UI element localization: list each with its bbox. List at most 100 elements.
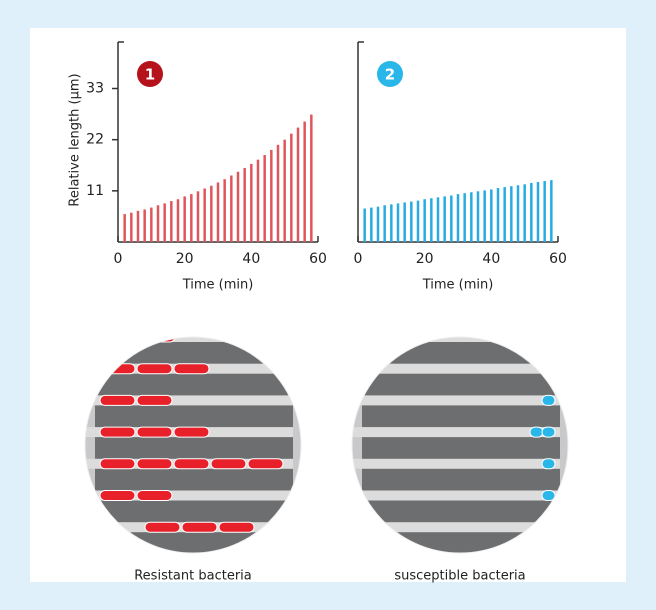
- x-tick-label: 0: [114, 251, 123, 267]
- caption: susceptible bacteria: [394, 569, 525, 584]
- bar: [130, 213, 133, 242]
- bar: [157, 205, 160, 242]
- bar: [490, 189, 493, 242]
- channel: [350, 491, 560, 501]
- bacterium: [219, 522, 254, 532]
- bar: [150, 208, 153, 242]
- bar: [210, 186, 213, 242]
- x-tick-label: 20: [416, 251, 434, 267]
- bar: [363, 209, 366, 242]
- bacterium: [100, 395, 135, 405]
- bar: [537, 182, 540, 242]
- bar: [203, 189, 206, 242]
- bar: [143, 209, 146, 242]
- bacterium: [137, 395, 172, 405]
- bar: [497, 188, 500, 242]
- bar: [550, 180, 553, 242]
- bar: [277, 145, 280, 242]
- bar: [243, 168, 246, 242]
- bar: [290, 134, 293, 242]
- bar: [470, 192, 473, 242]
- bar: [223, 179, 226, 242]
- bar: [250, 164, 253, 242]
- bar: [503, 187, 506, 242]
- bacterium: [137, 427, 172, 437]
- bar: [297, 128, 300, 242]
- bar: [457, 194, 460, 242]
- bar: [450, 195, 453, 242]
- bar: [510, 186, 513, 242]
- y-tick-label: 22: [86, 132, 104, 148]
- bacterium: [100, 459, 135, 469]
- bar: [430, 198, 433, 242]
- x-tick-label: 60: [309, 251, 327, 267]
- bacterium: [182, 522, 217, 532]
- channel: [350, 459, 560, 469]
- bar: [217, 182, 220, 242]
- bar: [263, 155, 266, 242]
- bacterium: [174, 459, 209, 469]
- bacterium: [542, 427, 555, 437]
- x-tick-label: 40: [482, 251, 500, 267]
- badge-label: 2: [385, 66, 395, 84]
- bacterium: [174, 364, 209, 374]
- bar: [543, 181, 546, 242]
- y-tick-label: 33: [86, 81, 104, 97]
- bacterium: [174, 427, 209, 437]
- bacterium: [542, 395, 555, 405]
- y-tick-label: 11: [86, 183, 104, 199]
- bar: [437, 197, 440, 242]
- bar: [123, 214, 126, 242]
- caption: Resistant bacteria: [134, 569, 252, 584]
- bar: [310, 115, 313, 242]
- bacterium: [542, 459, 555, 469]
- bar: [257, 160, 260, 242]
- bar: [410, 202, 413, 242]
- bacterium: [137, 364, 172, 374]
- y-axis-label: Relative length (µm): [68, 73, 83, 206]
- bacterium: [137, 491, 172, 501]
- bar: [390, 204, 393, 242]
- bar: [137, 211, 140, 242]
- bar: [270, 150, 273, 242]
- bar: [483, 190, 486, 242]
- bacterium: [248, 459, 283, 469]
- bar: [403, 202, 406, 242]
- bar: [417, 201, 420, 242]
- bar: [303, 122, 306, 242]
- bar: [423, 199, 426, 242]
- x-tick-label: 20: [176, 251, 194, 267]
- bar: [170, 201, 173, 242]
- channel: [350, 427, 560, 437]
- bar: [397, 203, 400, 242]
- bar: [517, 185, 520, 242]
- bar: [183, 196, 186, 242]
- x-axis-label: Time (min): [422, 278, 494, 293]
- bar: [197, 191, 200, 242]
- bacterium: [211, 459, 246, 469]
- bar: [230, 175, 233, 242]
- bar: [190, 194, 193, 242]
- bacterium: [137, 459, 172, 469]
- bacterium: [145, 522, 180, 532]
- bacterium: [530, 427, 543, 437]
- x-tick-label: 60: [549, 251, 567, 267]
- bar: [377, 207, 380, 242]
- channel: [350, 395, 560, 405]
- bar: [477, 191, 480, 242]
- bar: [177, 199, 180, 242]
- bar: [283, 140, 286, 242]
- x-tick-label: 0: [354, 251, 363, 267]
- bar: [383, 205, 386, 242]
- bar: [370, 208, 373, 242]
- badge-label: 1: [145, 66, 155, 84]
- bacterium: [100, 491, 135, 501]
- bar: [530, 183, 533, 242]
- bar: [463, 193, 466, 242]
- page: {"chart_data": [ {"type": "bar", "badge"…: [0, 0, 656, 610]
- bar: [443, 196, 446, 242]
- bar: [163, 203, 166, 242]
- bacterium: [100, 427, 135, 437]
- x-axis-label: Time (min): [182, 278, 254, 293]
- figure: 1122330204060Time (min)Relative length (…: [0, 0, 656, 610]
